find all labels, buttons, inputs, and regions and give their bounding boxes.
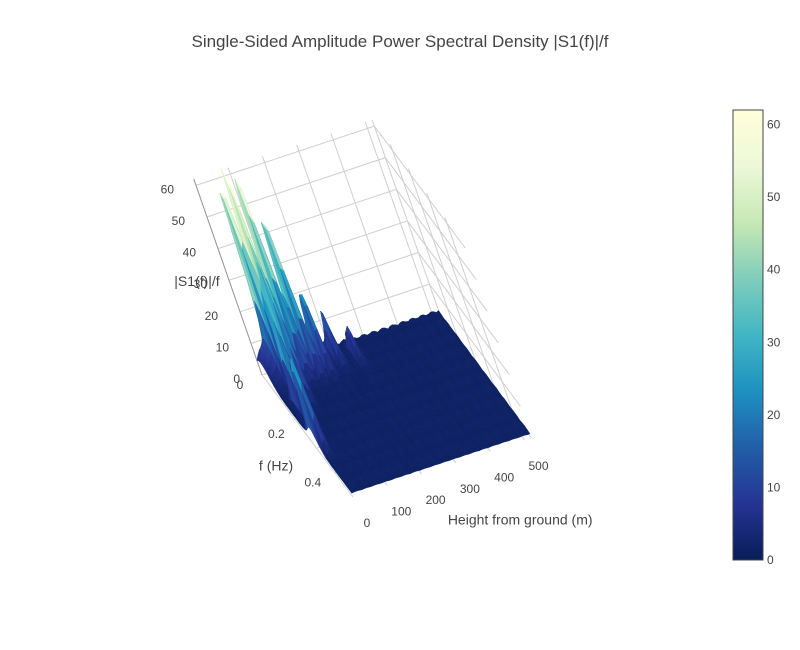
gridline-h — [330, 133, 400, 330]
colorbar-tick-label: 10 — [767, 480, 781, 494]
grid-layer — [193, 119, 532, 498]
tick-layer: 0 100 200 300 400 500 0 0.2 0.4 0 10 20 30 40 50 60 Heig… — [161, 182, 593, 530]
x-tick-label: 300 — [460, 482, 480, 496]
y-tick-label: 0 — [237, 378, 244, 392]
colorbar-tick-label: 50 — [767, 190, 781, 204]
z-tick-label: 0 — [233, 372, 240, 386]
gridline-z — [417, 252, 510, 375]
chart-title: Single-Sided Amplitude Power Spectral De… — [191, 32, 609, 51]
y-tick-label: 0.2 — [268, 427, 285, 441]
x-tick-label: 0 — [364, 516, 371, 530]
y-tick-label: 0.4 — [304, 476, 321, 490]
colorbar-tick-label: 30 — [767, 335, 781, 349]
z-tick-label: 30 — [194, 277, 208, 291]
gridline-h — [261, 156, 332, 353]
x-tick-label: 500 — [528, 459, 548, 473]
surface-layer — [219, 168, 531, 494]
z-tick-label: 20 — [205, 309, 219, 323]
colorbar-tick-label: 40 — [767, 263, 781, 277]
surface-patch — [348, 487, 355, 494]
z-tick-label: 50 — [172, 214, 186, 228]
x-axis-title: Height from ground (m) — [448, 511, 593, 527]
z-tick-label: 60 — [161, 182, 175, 196]
z-axis-title: |S1(f)|/f — [174, 273, 220, 289]
gridline-z — [406, 220, 499, 344]
gridline-floor — [261, 374, 354, 498]
z-axis-line — [193, 178, 263, 376]
z-tick-label: 40 — [183, 246, 197, 260]
gridline-h — [364, 121, 434, 319]
gridline-z — [428, 283, 521, 407]
gridline-z — [195, 125, 375, 186]
gridline-z — [373, 125, 466, 249]
x-tick-label: 200 — [426, 493, 446, 507]
colorbar: 0 10 20 30 40 50 60 — [732, 109, 781, 567]
colorbar-tick-label: 60 — [767, 118, 781, 132]
colorbar-gradient — [732, 109, 764, 561]
z-tick-label: 10 — [216, 340, 230, 354]
y-axis-title: f (Hz) — [259, 458, 293, 474]
colorbar-tick-label: 0 — [767, 553, 774, 567]
colorbar-tick-label: 20 — [767, 408, 781, 422]
x-tick-label: 100 — [391, 505, 411, 519]
gridline-f — [371, 119, 441, 316]
x-tick-label: 400 — [494, 470, 514, 484]
gridline-z — [384, 157, 477, 281]
gridline-h — [296, 144, 366, 341]
gridline-z — [395, 189, 488, 312]
